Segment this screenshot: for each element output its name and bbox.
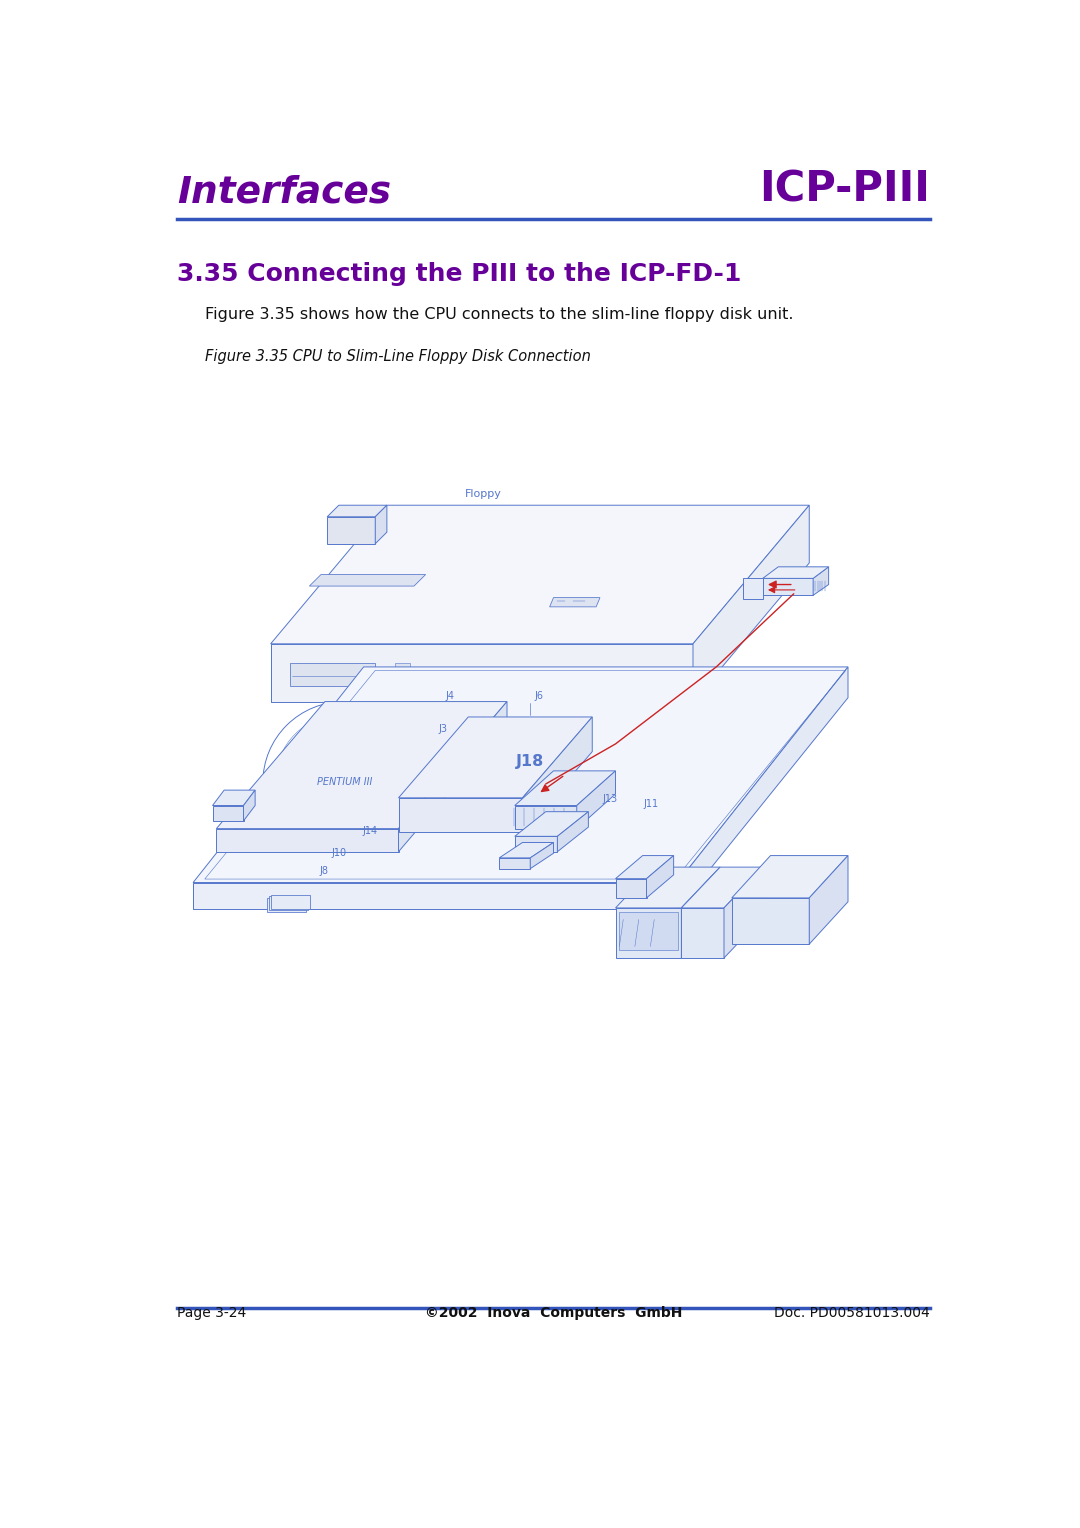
Polygon shape xyxy=(647,856,674,898)
Text: J13: J13 xyxy=(603,795,618,804)
Polygon shape xyxy=(422,675,441,686)
Text: Figure 3.35 CPU to Slim-Line Floppy Disk Connection: Figure 3.35 CPU to Slim-Line Floppy Disk… xyxy=(205,350,591,364)
Polygon shape xyxy=(515,811,589,836)
Polygon shape xyxy=(271,895,310,909)
Text: J10: J10 xyxy=(332,848,347,857)
Polygon shape xyxy=(762,579,813,596)
Circle shape xyxy=(748,905,754,909)
Polygon shape xyxy=(762,567,828,579)
Polygon shape xyxy=(677,666,848,909)
Text: Floppy: Floppy xyxy=(465,489,502,500)
Circle shape xyxy=(748,915,754,920)
Text: PENTIUM III: PENTIUM III xyxy=(316,778,372,787)
Polygon shape xyxy=(577,770,616,828)
Polygon shape xyxy=(616,879,647,898)
Polygon shape xyxy=(213,805,243,821)
Polygon shape xyxy=(291,663,375,686)
Text: ICP-PIII: ICP-PIII xyxy=(759,168,930,211)
Polygon shape xyxy=(267,898,306,912)
Polygon shape xyxy=(327,516,375,544)
Polygon shape xyxy=(271,643,693,701)
Polygon shape xyxy=(616,908,681,958)
Circle shape xyxy=(735,915,740,920)
Circle shape xyxy=(775,915,780,920)
Circle shape xyxy=(788,926,793,931)
Polygon shape xyxy=(619,912,677,950)
Polygon shape xyxy=(515,770,616,805)
Polygon shape xyxy=(399,701,507,851)
Polygon shape xyxy=(530,842,554,868)
Circle shape xyxy=(762,905,767,909)
Text: J8: J8 xyxy=(320,866,328,877)
Polygon shape xyxy=(243,790,255,821)
Polygon shape xyxy=(693,506,809,701)
Text: 3.35 Connecting the PIII to the ICP-FD-1: 3.35 Connecting the PIII to the ICP-FD-1 xyxy=(177,261,741,286)
Polygon shape xyxy=(309,575,426,587)
Polygon shape xyxy=(616,856,674,879)
Polygon shape xyxy=(732,898,809,944)
Polygon shape xyxy=(523,717,592,833)
Polygon shape xyxy=(499,842,554,857)
Polygon shape xyxy=(809,856,848,944)
Polygon shape xyxy=(616,866,720,908)
Polygon shape xyxy=(213,790,255,805)
Text: Doc. PD00581013.004: Doc. PD00581013.004 xyxy=(774,1306,930,1320)
Text: ©2002  Inova  Computers  GmbH: ©2002 Inova Computers GmbH xyxy=(424,1306,683,1320)
Polygon shape xyxy=(327,506,387,516)
Text: J18: J18 xyxy=(516,753,544,769)
Polygon shape xyxy=(216,701,507,828)
Circle shape xyxy=(762,926,767,931)
Polygon shape xyxy=(394,663,410,672)
Circle shape xyxy=(762,915,767,920)
Circle shape xyxy=(775,905,780,909)
Text: J3: J3 xyxy=(438,724,447,733)
Text: J11: J11 xyxy=(644,799,659,810)
Polygon shape xyxy=(557,811,589,851)
Circle shape xyxy=(735,905,740,909)
Polygon shape xyxy=(550,597,600,607)
Circle shape xyxy=(748,926,754,931)
Polygon shape xyxy=(399,717,592,798)
Polygon shape xyxy=(724,866,762,958)
Circle shape xyxy=(735,926,740,931)
Polygon shape xyxy=(813,567,828,596)
Text: J4: J4 xyxy=(445,691,454,701)
Polygon shape xyxy=(375,506,387,544)
Polygon shape xyxy=(515,836,557,851)
Polygon shape xyxy=(193,883,677,909)
Polygon shape xyxy=(216,828,399,851)
Polygon shape xyxy=(394,678,410,688)
Polygon shape xyxy=(743,579,762,599)
Polygon shape xyxy=(193,666,848,883)
Polygon shape xyxy=(681,866,720,958)
Polygon shape xyxy=(499,857,530,868)
Text: Page 3-24: Page 3-24 xyxy=(177,1306,246,1320)
Circle shape xyxy=(788,905,793,909)
Polygon shape xyxy=(732,856,848,898)
Circle shape xyxy=(775,926,780,931)
Polygon shape xyxy=(681,908,724,958)
Text: J6: J6 xyxy=(535,691,544,701)
Text: Figure 3.35 shows how the CPU connects to the slim-line floppy disk unit.: Figure 3.35 shows how the CPU connects t… xyxy=(205,307,793,322)
Polygon shape xyxy=(399,798,523,833)
Polygon shape xyxy=(515,805,577,828)
Text: J14: J14 xyxy=(362,827,377,836)
Circle shape xyxy=(788,915,793,920)
Polygon shape xyxy=(271,506,809,643)
Polygon shape xyxy=(681,866,762,908)
Polygon shape xyxy=(269,897,308,911)
Text: Interfaces: Interfaces xyxy=(177,174,391,211)
